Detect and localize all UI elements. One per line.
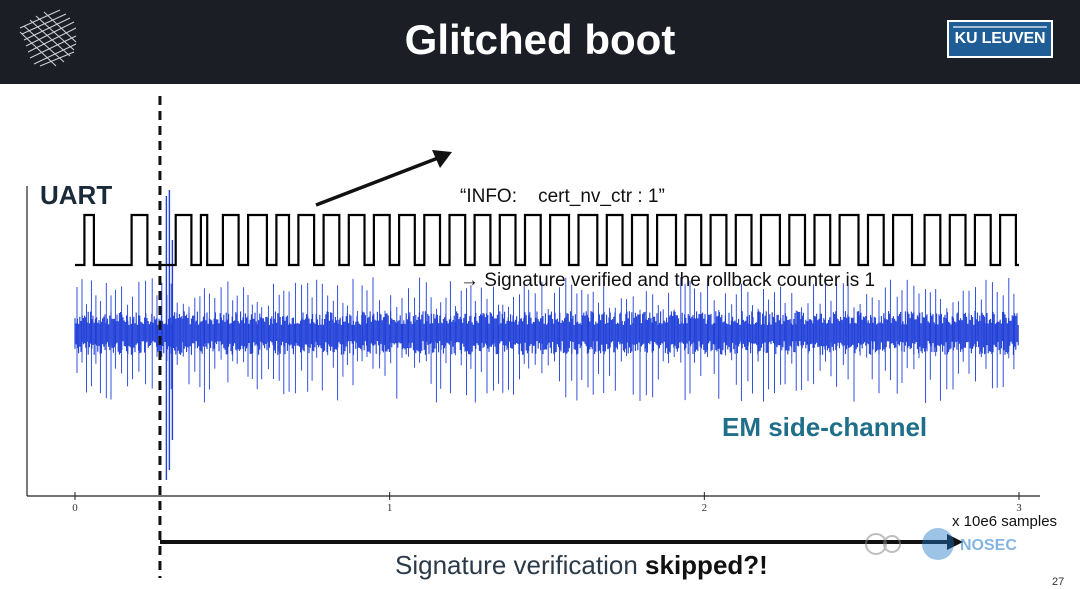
caption: Signature verification skipped?! <box>395 550 768 581</box>
page-number: 27 <box>1052 576 1065 588</box>
annotation-text: “INFO: cert_nv_ctr : 1” → Signature veri… <box>460 127 875 323</box>
annotation-arrow-line <box>315 156 439 207</box>
x-tick-label: 3 <box>1016 502 1022 514</box>
skipped-span-arrowhead <box>947 534 963 550</box>
chart-axes: 0 1 2 3 <box>26 186 1040 514</box>
chart-markers <box>158 96 963 578</box>
annotation-arrowhead <box>432 150 452 168</box>
uart-waveform <box>75 213 1019 267</box>
page-title: Glitched boot <box>404 16 676 63</box>
uart-label: UART <box>40 180 113 210</box>
uart-trace <box>75 213 1019 267</box>
ku-leuven-logo: KU LEUVEN <box>947 20 1053 58</box>
em-glitch-transient <box>165 190 174 480</box>
watermark-logo: NOSEC <box>865 528 1017 560</box>
caption-bold: skipped?! <box>645 550 768 580</box>
x-unit-label: x 10e6 samples <box>952 513 1058 530</box>
em-spikes <box>76 277 1015 403</box>
x-tick-label: 1 <box>387 502 393 514</box>
annotation-line-2: → Signature verified and the rollback co… <box>460 270 876 291</box>
signal-chart: 0 1 2 3 <box>26 96 1040 578</box>
wave-logo-icon <box>19 9 77 67</box>
x-tick-label: 0 <box>72 502 78 514</box>
watermark-text: NOSEC <box>960 537 1017 554</box>
title-bar: Glitched boot KU LEUVEN <box>0 0 1080 84</box>
annotation-line-1: “INFO: cert_nv_ctr : 1” <box>460 186 665 207</box>
caption-prefix: Signature verification <box>395 550 646 580</box>
em-label: EM side-channel <box>722 412 928 442</box>
em-trace <box>74 190 1019 480</box>
x-tick-label: 2 <box>702 502 708 514</box>
